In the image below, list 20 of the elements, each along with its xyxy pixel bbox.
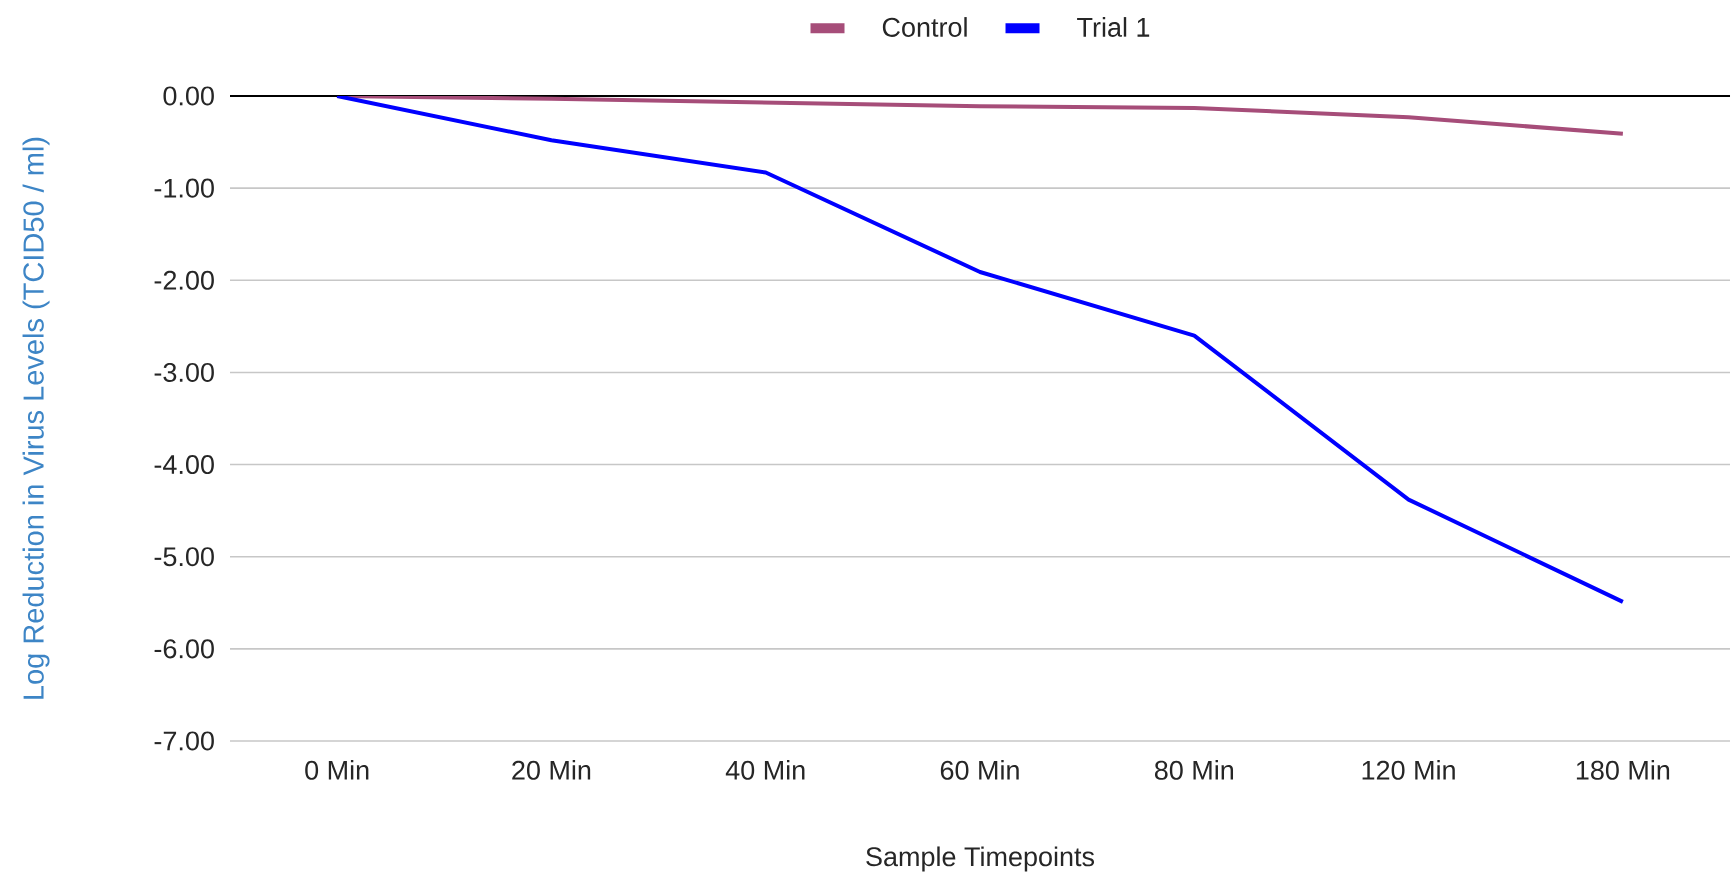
- x-tick-label: 40 Min: [725, 760, 805, 780]
- x-tick-label: 180 Min: [1576, 760, 1670, 780]
- y-tick-label: -2.00: [154, 270, 214, 290]
- x-axis-title: Sample Timepoints: [866, 846, 1095, 872]
- line-series: [335, 96, 1625, 604]
- y-tick-label: -6.00: [154, 639, 214, 659]
- y-tick-label: 0.00: [163, 86, 214, 106]
- x-tick-label: 0 Min: [305, 760, 369, 780]
- legend-label: Control: [882, 17, 967, 37]
- x-tick-label: 120 Min: [1362, 760, 1455, 780]
- y-tick-label: -5.00: [154, 547, 214, 567]
- y-tick-label: -3.00: [154, 362, 214, 382]
- y-axis-title: Log Reduction in Virus Levels (TCID50 / ml): [22, 137, 50, 699]
- y-tick-label: -4.00: [154, 455, 214, 475]
- x-tick-label: 80 Min: [1154, 760, 1234, 780]
- x-tick-label: 60 Min: [940, 760, 1019, 780]
- y-tick-label: -7.00: [154, 731, 214, 751]
- y-tick-label: -1.00: [154, 178, 214, 198]
- x-tick-label: 20 Min: [512, 760, 591, 780]
- legend-label: Trial 1: [1077, 17, 1150, 37]
